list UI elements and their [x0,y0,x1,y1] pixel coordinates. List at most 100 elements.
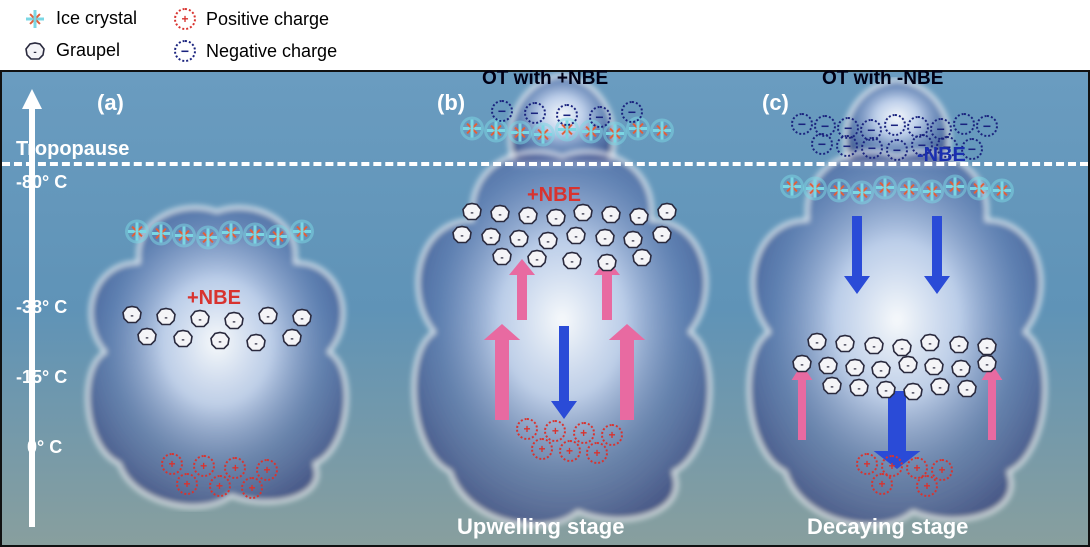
graupel-icon: - [20,41,50,61]
graupel-icon: - [897,355,919,380]
positive-charge-icon [176,473,198,495]
graupel-icon: - [976,354,998,379]
graupel-icon: - [919,333,941,358]
negative-charge-icon [556,104,578,126]
graupel-icon: - [461,202,483,227]
positive-charge-icon [531,438,553,460]
downdraft-arrow [922,212,952,302]
svg-text:-: - [830,382,833,393]
graupel-icon: - [517,206,539,231]
positive-charge-icon [516,418,538,440]
graupel-icon: - [656,202,678,227]
legend-item: Positive charge [170,8,329,30]
svg-text:-: - [872,342,875,353]
graupel-icon: - [875,380,897,405]
svg-text:-: - [145,333,148,344]
svg-text:-: - [985,343,988,354]
svg-text:-: - [938,383,941,394]
negative-charge-icon [911,134,933,156]
svg-text:-: - [610,211,613,222]
altitude-axis-arrow [17,87,47,532]
graupel-icon: - [948,335,970,360]
negative-charge-icon [836,135,858,157]
svg-text:-: - [218,337,221,348]
legend-label: Graupel [56,40,120,61]
ice-crystal-icon [199,229,217,252]
svg-text:-: - [232,317,235,328]
graupel-icon: - [628,207,650,232]
svg-text:-: - [900,344,903,355]
negative-charge-icon [976,115,998,137]
negative-charge-icon [491,100,513,122]
svg-text:-: - [570,257,573,268]
negative-charge-icon [811,133,833,155]
positive-charge-icon [916,475,938,497]
ice-crystal-icon [970,180,988,203]
legend-label: Negative charge [206,41,337,62]
svg-text:-: - [957,341,960,352]
graupel-icon: - [489,204,511,229]
graupel-icon: - [572,203,594,228]
svg-text:-: - [959,365,962,376]
svg-text:-: - [665,208,668,219]
downdraft-arrow [549,322,579,427]
ice-crystal-icon [876,179,894,202]
graupel-icon: - [136,327,158,352]
ice-crystal-icon [806,180,824,203]
ice-crystal-icon [653,122,671,145]
graupel-icon: - [651,225,673,250]
ice-crystal-icon [534,126,552,149]
legend-label: Ice crystal [56,8,137,29]
svg-text:-: - [844,340,847,351]
ice-crystal-icon [463,120,481,143]
graupel-icon: - [545,208,567,233]
svg-text:-: - [853,364,856,375]
svg-text:-: - [582,209,585,220]
ice-crystal-icon [222,224,240,247]
svg-text:-: - [254,339,257,350]
graupel-icon: - [594,228,616,253]
ice-crystal-icon [830,182,848,205]
negcharge-icon [170,40,200,62]
svg-text:-: - [554,214,557,225]
svg-text:-: - [498,210,501,221]
svg-text:-: - [500,253,503,264]
svg-text:-: - [911,388,914,399]
graupel-icon: - [956,379,978,404]
negative-charge-icon [884,114,906,136]
negative-charge-icon [791,113,813,135]
graupel-icon: - [526,249,548,274]
legend: Ice crystal Positive charge - Graupel Nega… [0,0,1090,70]
svg-text:-: - [489,233,492,244]
updraft-arrow [481,322,523,432]
svg-text:-: - [575,232,578,243]
graupel-icon: - [172,329,194,354]
graupel-icon: - [451,225,473,250]
svg-text:-: - [526,212,529,223]
ice-icon [20,10,50,28]
svg-text:-: - [182,335,185,346]
negative-charge-icon [589,106,611,128]
panel-letter: (a) [97,90,124,116]
svg-text:-: - [827,362,830,373]
svg-text:-: - [884,386,887,397]
graupel-icon: - [257,306,279,331]
downdraft-arrow [842,212,872,302]
svg-text:-: - [290,334,293,345]
ice-crystal-icon [900,181,918,204]
svg-text:-: - [880,366,883,377]
graupel-icon: - [791,354,813,379]
svg-text:-: - [130,311,133,322]
graupel-icon: - [209,331,231,356]
svg-text:-: - [660,231,663,242]
updraft-arrow [606,322,648,432]
graupel-icon: - [596,253,618,278]
negative-charge-icon [886,139,908,161]
graupel-icon: - [631,248,653,273]
positive-charge-icon [209,475,231,497]
ice-crystal-icon [511,124,529,147]
plot-area: Tropopause -80° C-38° C-15° C0° C (a)+NB… [0,70,1090,547]
poscharge-icon [170,8,200,30]
svg-text:-: - [517,235,520,246]
graupel-icon: - [600,205,622,230]
